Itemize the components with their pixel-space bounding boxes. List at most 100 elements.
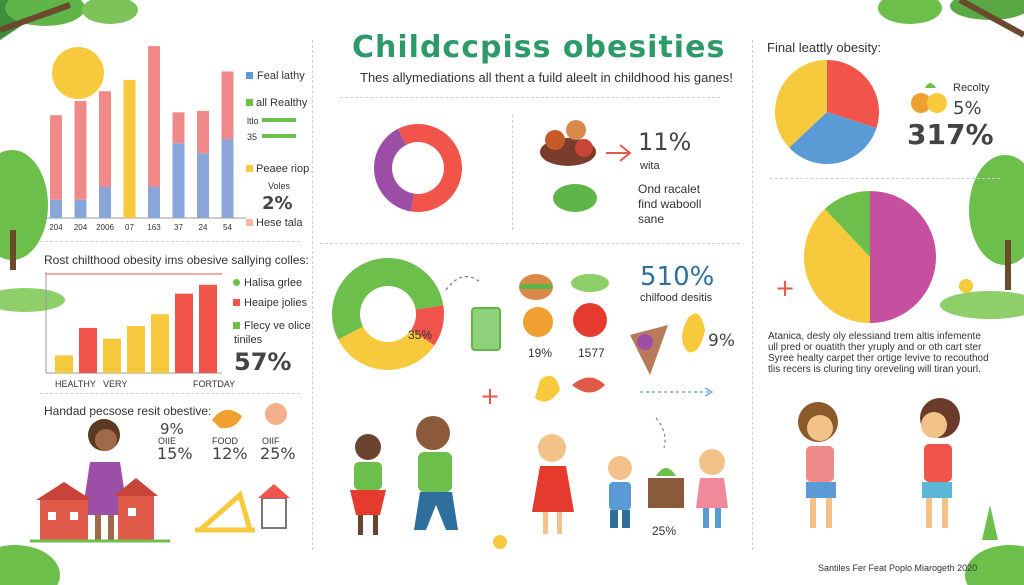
tick-label: 24: [199, 223, 208, 232]
stat-value: 12%: [212, 444, 248, 463]
pie-slice: [870, 191, 936, 323]
pie-slice: [824, 191, 870, 257]
legend-swatch: [233, 279, 240, 286]
stat-value: 19%: [528, 346, 553, 360]
note-line: sane: [638, 212, 665, 226]
stat-value: 11%: [638, 128, 692, 156]
sun-icon: [52, 47, 104, 99]
section-heading: Rost chilthood obesity ims obesive sally…: [44, 253, 309, 267]
tick-label: FORTDAY: [193, 379, 235, 389]
section-heading: Final leattly obesity:: [767, 40, 882, 55]
legend-swatch: [246, 219, 253, 226]
bar: [172, 112, 185, 144]
stat-value: 25%: [260, 444, 296, 463]
bar: [74, 101, 87, 200]
bar: [50, 115, 62, 200]
legend-label: Peaee riop: [256, 163, 310, 175]
bar: [175, 293, 193, 373]
tick-label: 37: [174, 223, 183, 232]
page-subtitle: Thes allymediations all thent a fuild al…: [360, 70, 733, 85]
legend-label: ltlo: [247, 116, 259, 126]
bar: [197, 110, 209, 154]
tick-label: 54: [223, 223, 232, 232]
stat-value: 15%: [157, 444, 193, 463]
legend-bar: [262, 134, 296, 138]
pie-slice: [332, 258, 444, 340]
pie-label: 35%: [408, 328, 433, 342]
pie-slice: [398, 124, 463, 212]
bar: [199, 284, 217, 373]
stat-value: 57%: [234, 348, 292, 376]
legend-swatch: [246, 99, 253, 106]
bar: [99, 91, 111, 187]
paragraph-line: tlis recers is cluring tiny oreveling wi…: [768, 364, 981, 375]
bar: [148, 46, 160, 187]
legend-bar: [262, 118, 296, 122]
legend-swatch: [233, 299, 240, 306]
bar: [50, 199, 62, 218]
bar: [172, 143, 185, 218]
stat-label: OIIF: [262, 436, 280, 446]
legend-label: Voles: [268, 181, 291, 191]
legend-label: tiniles: [234, 334, 263, 346]
legend-swatch: [246, 72, 253, 79]
legend-swatch: [246, 165, 253, 172]
stat-value: 510%: [640, 262, 715, 292]
legend-label: all Realthy: [256, 97, 308, 109]
paragraph-line: Atanica, desly oly elessiand trem altis …: [768, 331, 981, 342]
bar: [79, 327, 97, 373]
pie-slice: [411, 305, 444, 346]
bar: [127, 325, 145, 373]
stat-label: FOOD: [212, 436, 238, 446]
stat-value: 317%: [907, 118, 994, 151]
bar: [55, 355, 73, 373]
bar: [197, 153, 209, 218]
stat-value: 5%: [953, 98, 982, 119]
tick-label: 204: [74, 223, 88, 232]
bar: [221, 139, 234, 218]
page-title: Childccpiss obesities: [352, 30, 726, 65]
bar: [103, 338, 121, 373]
legend-label: Feal lathy: [257, 70, 305, 82]
bar: [123, 79, 136, 218]
paragraph-line: ull pred or ouatith ther yruply and or o…: [768, 342, 982, 353]
tick-label: 163: [147, 223, 161, 232]
stat-value: 2%: [262, 193, 293, 214]
legend-label: Halisa grlee: [244, 277, 303, 289]
paragraph-line: Syree healty carpet ther ortige levive t…: [768, 353, 989, 364]
bar: [151, 314, 169, 373]
bar: [99, 187, 111, 218]
stat-label: Recolty: [953, 82, 990, 94]
stat-value: 9%: [160, 420, 184, 438]
pie-slice: [374, 128, 414, 212]
plus-icon: +: [775, 274, 796, 302]
stat-label: OIIE: [158, 436, 177, 446]
legend-label: Hese tala: [256, 217, 303, 229]
pie-slice: [789, 112, 877, 165]
legend-label: Heaipe jolies: [244, 297, 307, 309]
note-line: Ond racalet: [638, 182, 701, 196]
legend-swatch: [233, 322, 240, 329]
